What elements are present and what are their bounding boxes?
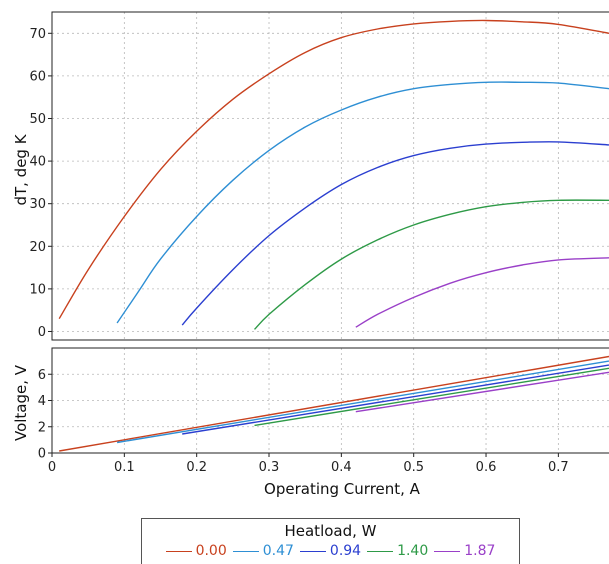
dt-ytick-label: 0 <box>38 325 46 340</box>
voltage-panel: 0 2 4 6 0 0.1 0.2 0.3 0.4 0.5 0.6 0.7 <box>38 347 609 475</box>
dt-ytick-label: 20 <box>29 240 46 255</box>
dt-series-line-0.00 <box>58 19 609 320</box>
voltage-ytick-label: 6 <box>38 368 46 383</box>
legend-swatch <box>165 550 192 552</box>
dt-ytick-label: 70 <box>29 27 46 42</box>
voltage-series-line-1.87 <box>355 371 609 413</box>
xtick-label: 0.6 <box>476 460 497 475</box>
voltage-ytick-label: 4 <box>38 394 46 409</box>
voltage-series-line-1.40 <box>254 367 609 427</box>
xtick-label: 0.3 <box>259 460 280 475</box>
voltage-ytick-label: 0 <box>38 447 46 462</box>
dt-series-line-0.47 <box>116 81 609 324</box>
dt-panel: 0 10 20 30 40 50 60 70 <box>29 11 609 341</box>
legend-label: 0.94 <box>329 543 362 559</box>
legend-items: 0.00 0.47 0.94 1.40 1.87 <box>142 543 519 559</box>
legend-swatch <box>434 550 461 552</box>
voltage-series-line-0.94 <box>182 364 609 435</box>
legend: Heatload, W 0.00 0.47 0.94 1.40 1.87 <box>141 518 520 564</box>
xtick-label: 0.4 <box>331 460 352 475</box>
dt-series-line-0.94 <box>181 141 609 326</box>
legend-item: 0.94 <box>299 543 362 559</box>
dt-axes-frame <box>51 11 609 341</box>
legend-swatch <box>367 550 394 552</box>
voltage-series-line-0.00 <box>59 355 609 452</box>
voltage-series-line-0.47 <box>116 360 609 444</box>
voltage-axis-title: Voltage, V <box>12 364 30 441</box>
legend-label: 1.40 <box>397 543 429 559</box>
legend-label: 1.87 <box>464 543 496 559</box>
dt-series-line-1.40 <box>253 199 609 330</box>
legend-item: 1.87 <box>434 543 495 559</box>
xtick-label: 0.2 <box>186 460 207 475</box>
legend-item: 0.00 <box>165 543 227 559</box>
xtick-label: 0 <box>48 460 56 475</box>
xtick-label: 0.1 <box>114 460 135 475</box>
dt-ytick-label: 50 <box>29 112 46 127</box>
x-axis-title: Operating Current, A <box>264 480 421 498</box>
legend-item: 0.47 <box>232 543 294 559</box>
legend-swatch <box>299 550 326 552</box>
legend-swatch <box>232 550 259 552</box>
dt-ytick-label: 30 <box>29 197 46 212</box>
voltage-axes-frame <box>51 347 609 454</box>
legend-item: 1.40 <box>367 543 428 559</box>
xtick-label: 0.5 <box>403 460 424 475</box>
dt-series-line-1.87 <box>355 257 609 328</box>
legend-label: 0.47 <box>262 543 294 559</box>
dt-axis-title: dT, deg K <box>12 133 30 205</box>
dt-ytick-label: 40 <box>29 155 46 170</box>
xtick-label: 0.7 <box>548 460 569 475</box>
voltage-ytick-label: 2 <box>38 420 46 435</box>
dt-ytick-label: 10 <box>29 282 46 297</box>
dt-ytick-label: 60 <box>29 69 46 84</box>
legend-label: 0.00 <box>195 543 227 559</box>
legend-title: Heatload, W <box>284 522 377 540</box>
